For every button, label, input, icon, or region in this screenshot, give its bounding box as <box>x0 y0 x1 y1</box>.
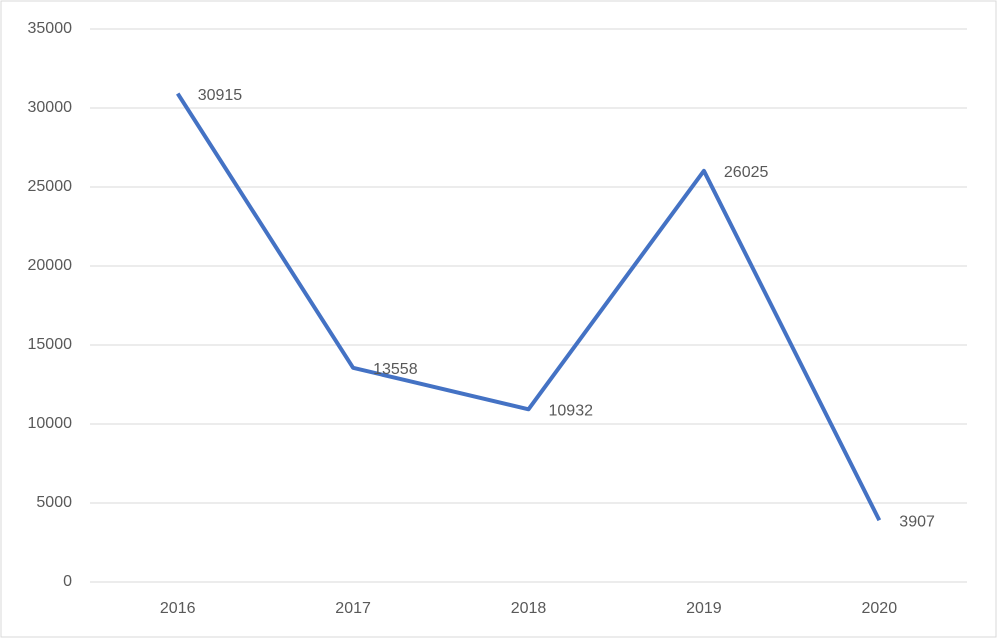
y-tick-label: 20000 <box>28 257 73 274</box>
x-tick-label: 2020 <box>862 600 898 617</box>
y-tick-label: 35000 <box>28 20 73 37</box>
data-line <box>176 92 882 522</box>
x-tick-label: 2016 <box>160 600 196 617</box>
x-tick-label: 2018 <box>511 600 547 617</box>
y-tick-label: 10000 <box>28 415 73 432</box>
data-label: 30915 <box>198 87 243 104</box>
x-tick-label: 2017 <box>335 600 371 617</box>
y-tick-label: 25000 <box>28 178 73 195</box>
data-label: 10932 <box>549 402 594 419</box>
y-tick-label: 30000 <box>28 99 73 116</box>
y-tick-label: 5000 <box>36 494 72 511</box>
y-tick-label: 15000 <box>28 336 73 353</box>
y-tick-label: 0 <box>63 573 72 590</box>
x-tick-label: 2019 <box>686 600 722 617</box>
data-label: 13558 <box>373 361 418 378</box>
data-label: 3907 <box>899 513 935 530</box>
data-label: 26025 <box>724 164 769 181</box>
